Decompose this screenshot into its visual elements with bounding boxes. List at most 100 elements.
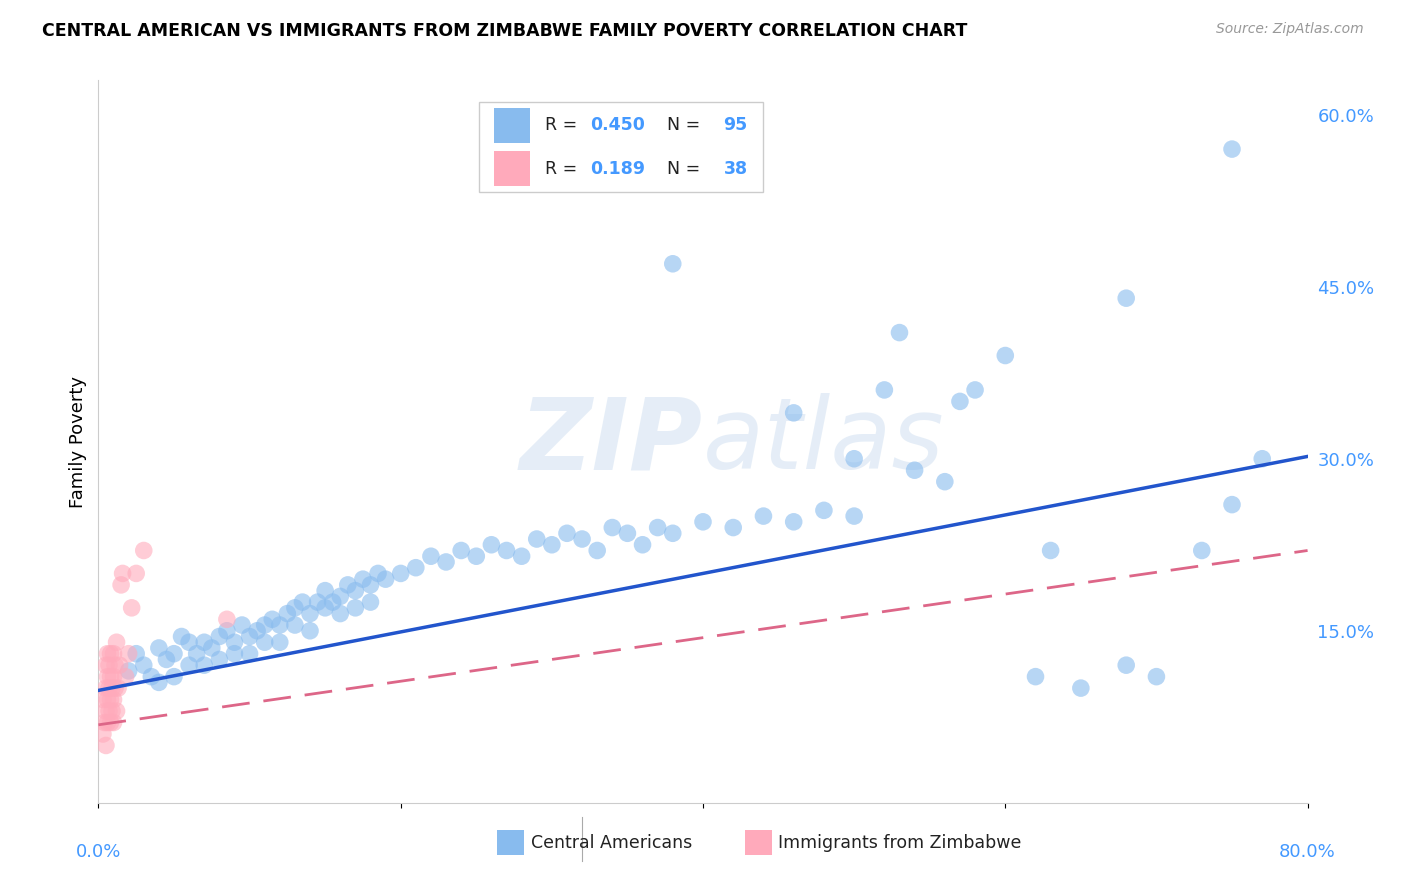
Point [276, 607, 298, 621]
Point [783, 515, 806, 529]
Point [752, 509, 775, 524]
Point [284, 618, 307, 632]
Point [405, 560, 427, 574]
Text: 80.0%: 80.0% [1279, 843, 1336, 861]
Point [389, 566, 412, 581]
Point [450, 543, 472, 558]
Point [215, 612, 238, 626]
Point [934, 475, 956, 489]
Point [94, 681, 117, 695]
Point [96, 715, 118, 730]
Point [540, 538, 562, 552]
Point [510, 549, 533, 564]
Point [844, 451, 866, 466]
Point [307, 595, 329, 609]
Point [239, 630, 262, 644]
Point [269, 635, 291, 649]
Point [299, 607, 322, 621]
Point [344, 583, 367, 598]
Point [253, 635, 276, 649]
Point [420, 549, 443, 564]
Text: CENTRAL AMERICAN VS IMMIGRANTS FROM ZIMBABWE FAMILY POVERTY CORRELATION CHART: CENTRAL AMERICAN VS IMMIGRANTS FROM ZIMB… [42, 22, 967, 40]
Point [215, 624, 238, 638]
Point [125, 647, 148, 661]
Point [526, 532, 548, 546]
Point [783, 406, 806, 420]
Point [105, 704, 128, 718]
Point [873, 383, 896, 397]
Point [434, 555, 457, 569]
Point [193, 658, 215, 673]
Text: ZIP: ZIP [520, 393, 703, 490]
Point [239, 647, 262, 661]
Point [118, 647, 141, 661]
Point [586, 543, 609, 558]
Point [1115, 291, 1137, 305]
Point [132, 543, 155, 558]
Point [352, 572, 374, 586]
Point [111, 566, 134, 581]
Point [495, 543, 517, 558]
Point [336, 578, 359, 592]
Text: Immigrants from Zimbabwe: Immigrants from Zimbabwe [778, 833, 1021, 852]
Point [246, 624, 269, 638]
Point [1191, 543, 1213, 558]
Point [965, 383, 987, 397]
Point [994, 349, 1017, 363]
Point [360, 578, 382, 592]
Point [163, 647, 186, 661]
Point [291, 595, 314, 609]
Point [179, 635, 201, 649]
Point [314, 583, 336, 598]
Point [231, 618, 253, 632]
Point [571, 532, 593, 546]
Point [661, 526, 683, 541]
Point [631, 538, 654, 552]
Point [148, 675, 170, 690]
Text: N =: N = [655, 117, 706, 135]
Point [1220, 142, 1243, 156]
Text: N =: N = [655, 160, 706, 178]
Point [101, 681, 124, 695]
Point [262, 612, 284, 626]
Point [98, 658, 121, 673]
Point [1070, 681, 1092, 695]
Point [889, 326, 911, 340]
Point [208, 652, 231, 666]
Point [661, 257, 683, 271]
Point [1024, 670, 1046, 684]
FancyBboxPatch shape [498, 830, 524, 855]
Text: R =: R = [544, 160, 588, 178]
Point [94, 739, 117, 753]
Point [201, 640, 224, 655]
Point [481, 538, 503, 552]
Point [1144, 670, 1167, 684]
Point [224, 647, 246, 661]
Point [314, 600, 336, 615]
Point [98, 681, 121, 695]
Point [647, 520, 669, 534]
Text: Source: ZipAtlas.com: Source: ZipAtlas.com [1216, 22, 1364, 37]
Point [374, 572, 396, 586]
Point [107, 681, 129, 695]
Point [322, 595, 344, 609]
Point [269, 618, 291, 632]
Point [367, 566, 389, 581]
Point [949, 394, 972, 409]
FancyBboxPatch shape [479, 102, 763, 193]
Point [179, 658, 201, 673]
Text: 0.0%: 0.0% [76, 843, 121, 861]
Point [100, 670, 122, 684]
Point [360, 595, 382, 609]
Point [844, 509, 866, 524]
Point [103, 670, 125, 684]
Point [91, 692, 114, 706]
Point [118, 664, 141, 678]
Point [114, 670, 136, 684]
Point [186, 647, 208, 661]
Point [723, 520, 745, 534]
Point [98, 704, 121, 718]
FancyBboxPatch shape [494, 108, 530, 143]
Point [104, 658, 127, 673]
Point [100, 647, 122, 661]
